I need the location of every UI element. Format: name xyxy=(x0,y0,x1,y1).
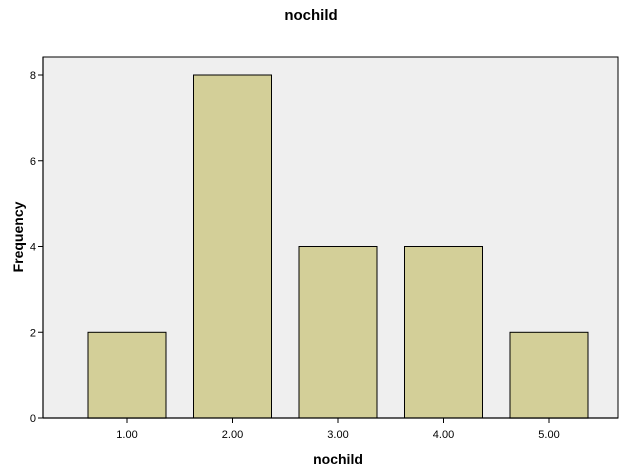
x-tick-label: 1.00 xyxy=(116,429,137,441)
x-tick-label: 5.00 xyxy=(538,429,559,441)
x-tick-label: 2.00 xyxy=(222,429,243,441)
y-axis-ticks: 0 2 4 6 8 xyxy=(30,70,43,425)
y-tick-label: 6 xyxy=(30,156,36,168)
bar-4.00 xyxy=(404,246,483,419)
bar-3.00 xyxy=(298,246,378,419)
bar-5.00 xyxy=(509,331,589,419)
x-axis-ticks: 1.00 2.00 3.00 4.00 5.00 xyxy=(116,418,560,441)
bars-group xyxy=(87,74,589,419)
x-tick-label: 3.00 xyxy=(327,429,348,441)
x-tick-label: 4.00 xyxy=(433,429,454,441)
bar-2.00 xyxy=(193,74,272,419)
chart-title: nochild xyxy=(284,7,337,24)
y-tick-label: 4 xyxy=(30,242,36,254)
bar-1.00 xyxy=(87,331,167,419)
y-tick-label: 0 xyxy=(30,413,36,425)
y-tick-label: 2 xyxy=(30,327,36,339)
y-axis-label: Frequency xyxy=(10,201,26,272)
x-axis-label: nochild xyxy=(313,451,363,467)
y-tick-label: 8 xyxy=(30,70,36,82)
